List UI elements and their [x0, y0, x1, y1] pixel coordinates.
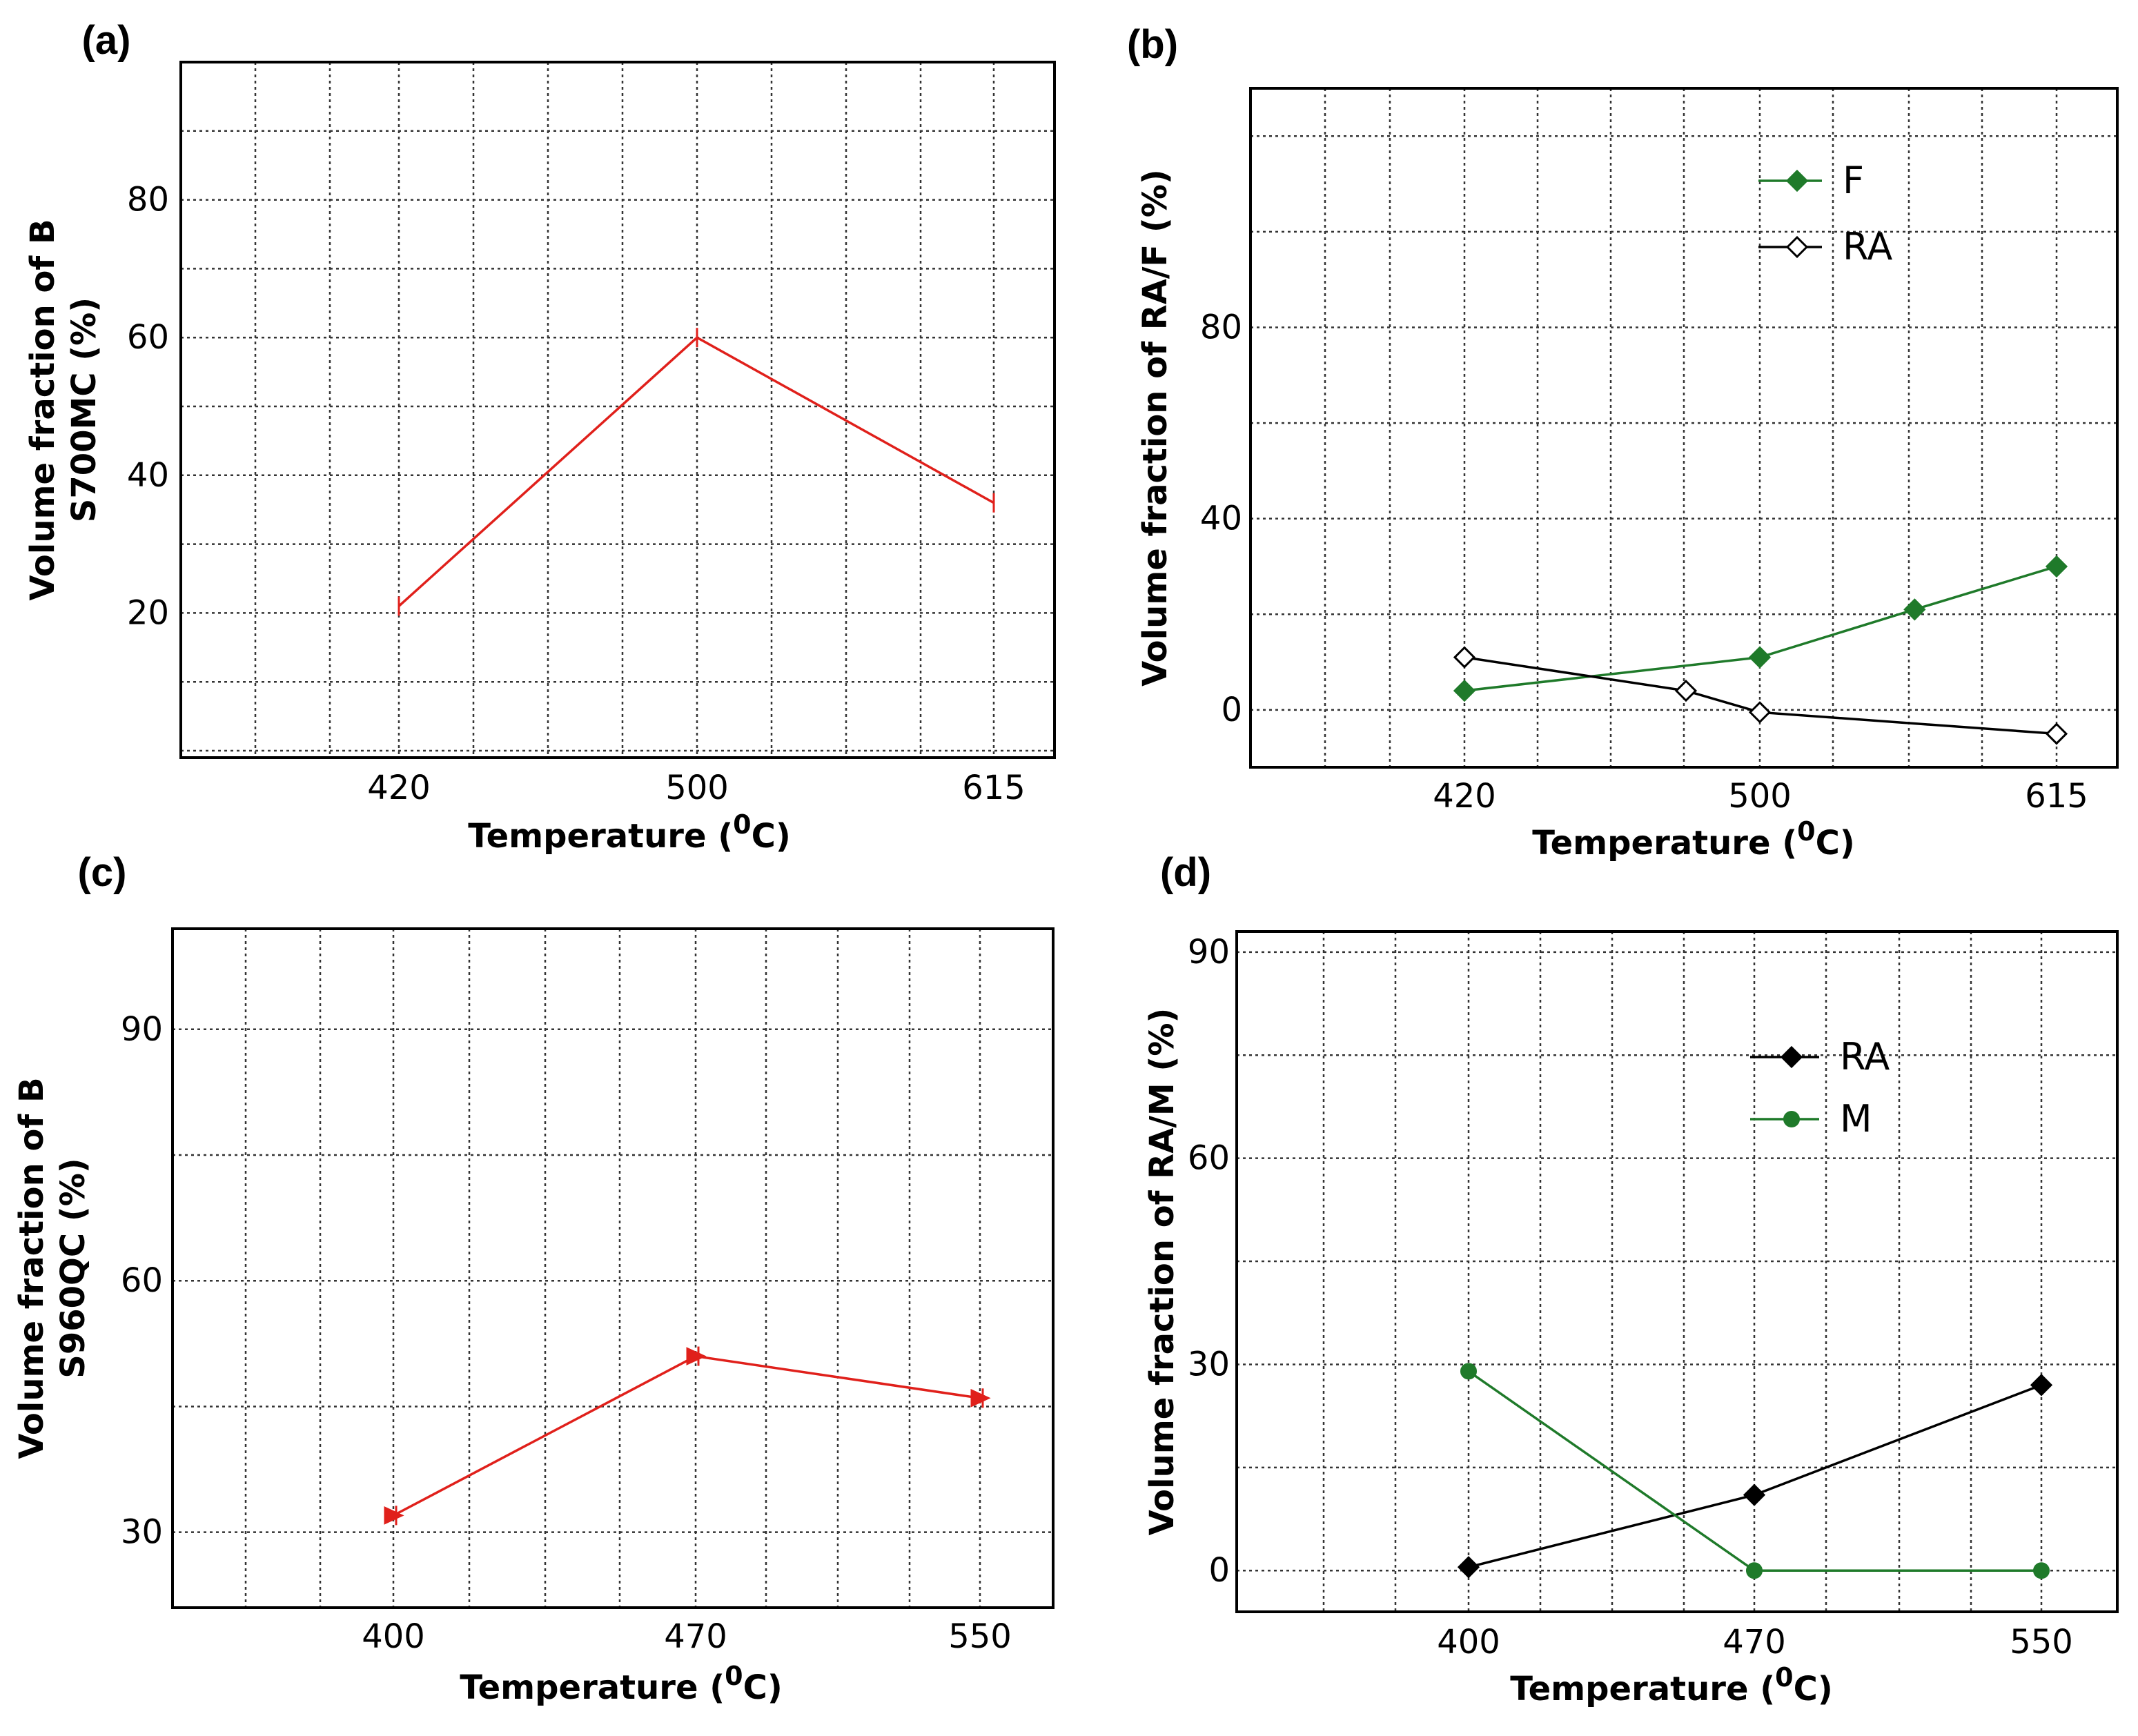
data-point-RA [1748, 701, 1772, 724]
panel-label: (d) [1160, 850, 1211, 895]
data-point-B [970, 1388, 991, 1408]
y-tick-label: 60 [1188, 1139, 1230, 1178]
data-point-F [1748, 646, 1772, 669]
y-axis-title: Volume fraction of B [12, 1077, 51, 1459]
legend-label-F: F [1843, 159, 1864, 202]
legend-marker-M [1783, 1111, 1800, 1127]
y-tick-label: 60 [121, 1261, 163, 1300]
x-tick-label: 400 [362, 1617, 425, 1656]
y-tick-label: 60 [127, 318, 169, 357]
x-axis-title-unit: C) [1816, 824, 1855, 862]
x-tick-label: 470 [664, 1617, 727, 1656]
x-axis-title-unit: C) [1794, 1670, 1833, 1708]
legend: RA M [1750, 1035, 1890, 1141]
x-axis-title-sup: 0 [1775, 1662, 1793, 1693]
x-axis-title-text: Temperature ( [1532, 824, 1797, 862]
x-axis-title: Temperature (0C) [1532, 816, 1855, 862]
data-point-F [1453, 680, 1476, 702]
legend-label-RA: RA [1840, 1035, 1890, 1078]
data-point-M [1460, 1363, 1477, 1380]
series-line-F [1464, 565, 2057, 692]
x-tick-label: 470 [1723, 1623, 1786, 1661]
legend-label-M: M [1840, 1097, 1872, 1141]
x-tick-label: 500 [1728, 777, 1792, 816]
x-tick-label: 615 [962, 769, 1026, 807]
y-tick-label: 90 [121, 1010, 163, 1049]
data-point-RA [1674, 680, 1698, 702]
y-tick-label: 40 [127, 456, 169, 495]
series-B [398, 328, 995, 616]
x-axis-title-text: Temperature ( [1510, 1670, 1775, 1708]
data-point-RA [1453, 646, 1476, 669]
data-point-B [384, 1506, 404, 1525]
x-tick-label: 420 [367, 769, 431, 807]
series-M [1460, 1363, 2050, 1579]
series-B [384, 1346, 991, 1526]
legend-marker-F [1785, 169, 1809, 193]
data-point-RA [1743, 1483, 1766, 1506]
x-tick-label: 500 [665, 769, 729, 807]
y-tick-label: 90 [1188, 933, 1230, 971]
legend-marker-RA [1785, 235, 1809, 259]
chart-a: (a) 20 40 60 80 420 500 615 Temperature (0C) Volu… [23, 18, 1056, 856]
x-tick-label: 550 [948, 1617, 1012, 1656]
data-point-RA [1457, 1556, 1480, 1579]
x-tick-label: 400 [1437, 1623, 1500, 1661]
x-axis-title-unit: C) [743, 1668, 783, 1707]
y-axis-title: Volume fraction of B [23, 219, 62, 600]
x-axis-title-unit: C) [752, 817, 791, 856]
y-tick-label: 0 [1208, 1551, 1230, 1590]
plot-frame [171, 927, 1055, 1609]
plot-frame [179, 61, 1056, 759]
x-axis-title: Temperature (0C) [460, 1661, 783, 1707]
y-tick-label: 80 [127, 181, 169, 219]
series-line-B [393, 1354, 981, 1517]
x-tick-label: 420 [1433, 777, 1496, 816]
series-RA [1453, 646, 2068, 745]
data-point-RA [2030, 1374, 2053, 1397]
legend-marker-RA [1780, 1045, 1803, 1069]
series-F [1453, 555, 2068, 702]
series-line-RA [1464, 655, 2057, 736]
plot-frame [1235, 930, 2119, 1613]
data-point-M [2033, 1562, 2050, 1579]
data-point-F [2045, 555, 2068, 578]
y-axis-title: Volume fraction of RA/M (%) [1143, 1008, 1181, 1536]
y-tick-label: 80 [1200, 308, 1242, 346]
x-axis-title-text: Temperature ( [468, 817, 733, 856]
panel-label: (a) [82, 18, 131, 63]
x-axis-title-sup: 0 [1797, 816, 1815, 847]
data-point-RA [2045, 722, 2068, 745]
x-tick-label: 615 [2025, 777, 2088, 816]
x-axis-title: Temperature (0C) [468, 809, 791, 856]
y-tick-label: 0 [1221, 691, 1242, 729]
panel-label: (c) [78, 850, 127, 895]
x-axis-title-sup: 0 [733, 809, 751, 840]
x-axis-title: Temperature (0C) [1510, 1662, 1833, 1708]
y-axis-title: S960QC (%) [54, 1158, 92, 1378]
x-axis-title-sup: 0 [725, 1661, 743, 1691]
x-tick-label: 550 [2010, 1623, 2073, 1661]
y-tick-label: 20 [127, 593, 169, 632]
data-point-B [686, 1347, 707, 1365]
legend-label-RA: RA [1843, 225, 1892, 268]
y-tick-label: 30 [121, 1513, 163, 1552]
y-axis-title: S700MC (%) [65, 297, 104, 522]
series-RA [1457, 1374, 2053, 1579]
chart-c: (c) 30 60 90 400 470 550 Temperature (0C) Volume… [12, 850, 1055, 1707]
x-axis-title-text: Temperature ( [460, 1668, 725, 1707]
plot-frame [1249, 87, 2119, 769]
panel-label: (b) [1127, 22, 1178, 67]
y-axis-title: Volume fraction of RA/F (%) [1136, 169, 1175, 687]
y-tick-label: 30 [1188, 1345, 1230, 1383]
data-point-F [1903, 598, 1926, 621]
data-point-M [1746, 1562, 1763, 1579]
y-tick-label: 40 [1200, 500, 1242, 538]
legend: F RA [1758, 159, 1892, 268]
